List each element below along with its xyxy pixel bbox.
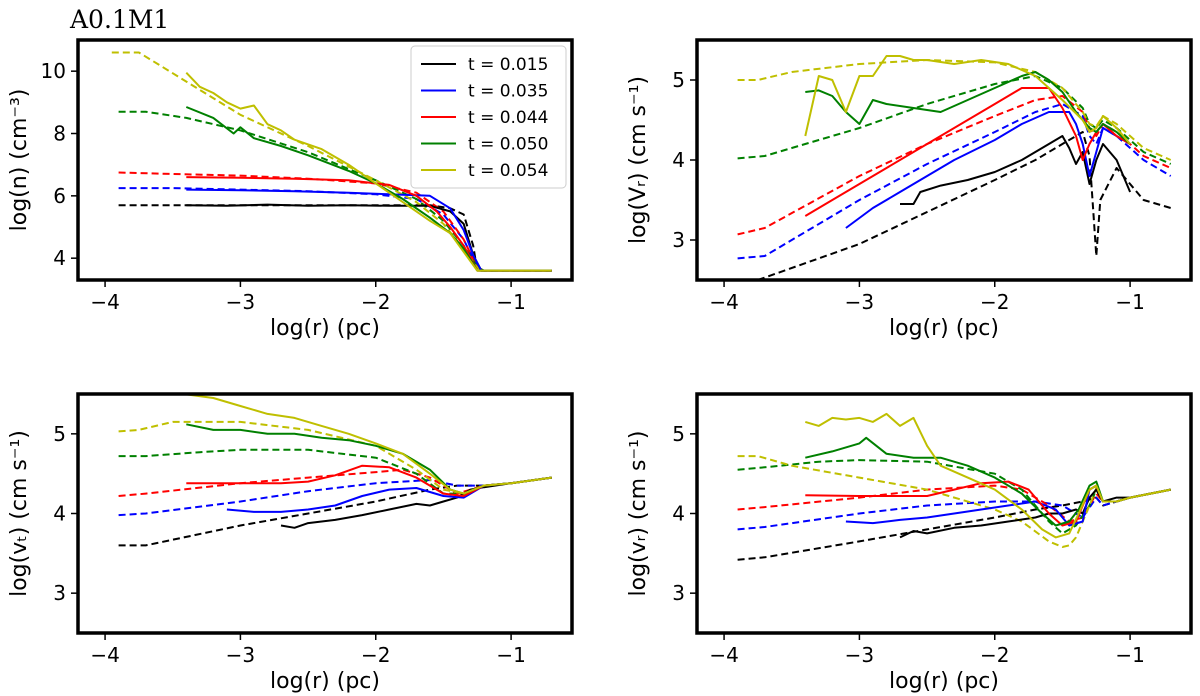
series-line-dashed-0.044	[737, 484, 1171, 523]
legend-label: t = 0.044	[468, 108, 548, 128]
series-line-solid-0.035	[845, 111, 1131, 229]
y-tick-label: 8	[53, 122, 66, 146]
x-tick-label: −2	[980, 290, 1009, 314]
series-group	[737, 412, 1171, 561]
x-tick-label: −1	[1115, 643, 1144, 667]
y-tick-label: 4	[672, 502, 685, 526]
series-line-dashed-0.035	[737, 488, 1171, 531]
x-tick-label: −1	[496, 643, 525, 667]
series-line-dashed-0.050	[737, 459, 1171, 535]
panel-bottom-left: −4 −3 −2 −1 3 4 5 log(r) (pc) log(vₜ) (cm s⁻¹)	[7, 392, 574, 694]
panel-bottom-right: −4 −3 −2 −1 3 4 5 log(r) (pc) log(vᵣ) (cm s⁻¹)	[626, 392, 1193, 694]
series-line-solid-0.054	[185, 72, 552, 272]
x-axis-label: log(r) (pc)	[889, 316, 999, 341]
series-line-dashed-0.054	[737, 59, 1172, 161]
series-line-dashed-0.015	[757, 131, 1171, 280]
y-axis-label: log(n) (cm⁻³)	[7, 89, 32, 232]
series-line-solid-0.035	[845, 484, 1171, 527]
legend: t = 0.015 t = 0.035 t = 0.044 t = 0.050 t = …	[410, 45, 567, 189]
series-line-solid-0.054	[804, 55, 1131, 145]
series-group	[118, 394, 552, 547]
legend-label: t = 0.015	[468, 55, 548, 75]
panel-top-left: −4 −3 −2 −1 4 6 8 10 log(r) (pc) log(n) (cm⁻³) t =…	[7, 38, 574, 341]
axes-frame	[695, 392, 1193, 635]
series-line-solid-0.050	[805, 436, 1171, 527]
legend-label: t = 0.054	[468, 161, 548, 181]
series-line-dashed-0.050	[118, 448, 552, 495]
x-axis-label: log(r) (pc)	[889, 669, 999, 694]
series-line-dashed-0.035	[118, 476, 552, 517]
x-tick-label: −2	[361, 290, 390, 314]
y-tick-label: 5	[672, 68, 685, 92]
x-tick-label: −3	[845, 643, 874, 667]
y-tick-label: 5	[672, 422, 685, 446]
x-tick-label: −4	[90, 290, 119, 314]
series-line-solid-0.015	[899, 488, 1171, 539]
x-tick-label: −2	[361, 643, 390, 667]
series-line-dashed-0.044	[118, 468, 552, 497]
x-tick-label: −3	[845, 290, 874, 314]
series-line-solid-0.015	[900, 135, 1132, 205]
series-line-solid-0.035	[186, 188, 552, 272]
legend-label: t = 0.050	[468, 135, 548, 155]
figure-title: A0.1M1	[69, 5, 169, 34]
x-tick-label: −4	[709, 290, 738, 314]
series-line-solid-0.044	[186, 464, 552, 497]
y-tick-label: 4	[53, 246, 66, 270]
legend-label: t = 0.035	[468, 82, 548, 102]
y-tick-label: 5	[53, 422, 66, 446]
y-tick-label: 3	[672, 581, 685, 605]
x-tick-label: −1	[1115, 290, 1144, 314]
y-tick-label: 3	[53, 581, 66, 605]
axes-frame	[76, 38, 574, 282]
y-tick-label: 4	[672, 148, 685, 172]
x-axis-label: log(r) (pc)	[270, 669, 380, 694]
series-line-solid-0.015	[186, 203, 552, 272]
series-line-dashed-0.015	[118, 204, 552, 272]
series-group	[737, 55, 1172, 280]
series-line-dashed-0.054	[118, 420, 552, 495]
series-line-dashed-0.035	[118, 187, 552, 272]
y-axis-label: log(vᵣ) (cm s⁻¹)	[626, 431, 651, 597]
y-tick-label: 4	[53, 502, 66, 526]
x-tick-label: −4	[709, 643, 738, 667]
x-axis-label: log(r) (pc)	[270, 316, 380, 341]
y-tick-label: 10	[41, 59, 66, 83]
series-line-dashed-0.054	[111, 51, 552, 272]
x-tick-label: −2	[980, 643, 1009, 667]
y-axis-label: log(Vᵣ) (cm s⁻¹)	[626, 76, 651, 244]
y-tick-label: 3	[672, 228, 685, 252]
series-line-solid-0.015	[280, 476, 552, 529]
series-line-solid-0.054	[805, 412, 1171, 539]
x-tick-label: −3	[226, 290, 255, 314]
x-tick-label: −1	[496, 290, 525, 314]
panel-top-right: −4 −3 −2 −1 3 4 5 log(r) (pc) log(Vᵣ) (cm s⁻¹)	[626, 38, 1193, 341]
x-tick-label: −4	[90, 643, 119, 667]
y-axis-label: log(vₜ) (cm s⁻¹)	[7, 430, 32, 597]
legend-box	[410, 45, 567, 189]
series-line-dashed-0.015	[118, 476, 552, 547]
y-tick-label: 6	[53, 184, 66, 208]
series-line-solid-0.054	[183, 394, 552, 495]
series-group	[111, 51, 552, 272]
x-tick-label: −3	[226, 643, 255, 667]
